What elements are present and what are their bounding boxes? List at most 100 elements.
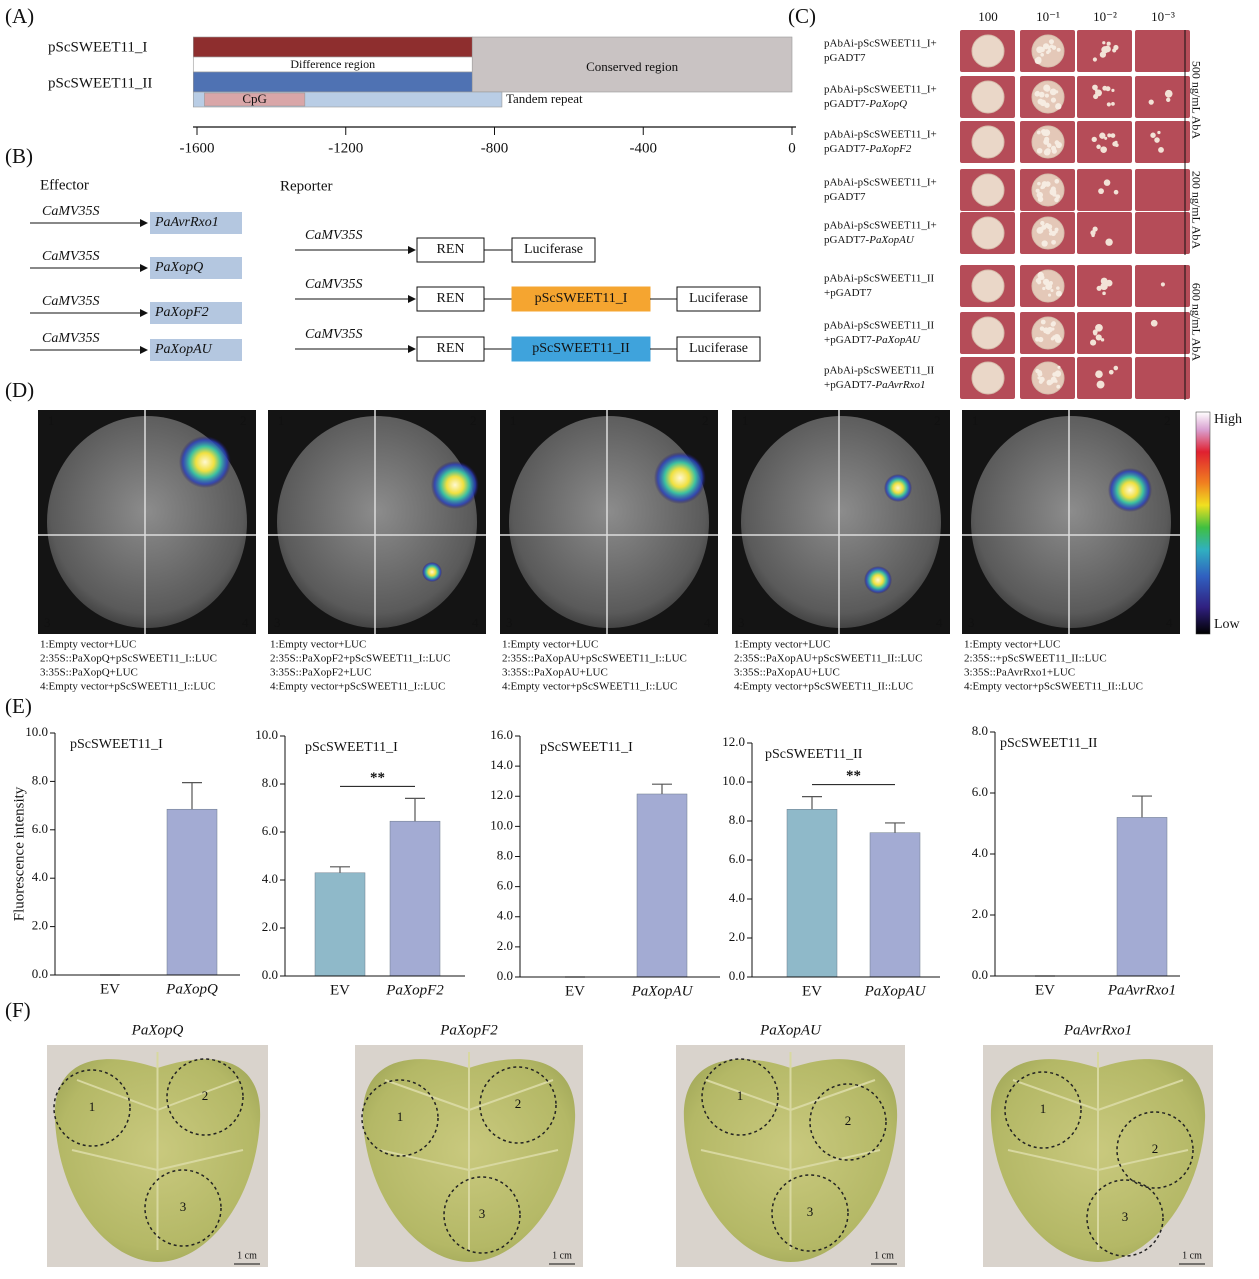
colony (1055, 103, 1062, 110)
plate-cell (1135, 76, 1190, 118)
colony (1037, 181, 1041, 186)
luminescence (431, 461, 479, 509)
row-label-part: pGADT7 (824, 52, 866, 64)
leaf (971, 416, 1171, 628)
error-bar (652, 783, 672, 794)
colony (1052, 372, 1057, 377)
x-tick-label: PaXopQ (165, 981, 218, 997)
y-tick-label: 0.0 (32, 966, 48, 981)
colony-spot (971, 316, 1005, 350)
y-tick-label: 4.0 (497, 908, 513, 923)
part-label: REN (437, 242, 465, 257)
plate-cell (1135, 169, 1190, 211)
zone-number: 2 (515, 1096, 522, 1111)
colony (1046, 224, 1053, 230)
region-label: Conserved region (586, 59, 679, 74)
y-tick-label: 14.0 (490, 757, 513, 772)
colony (1057, 365, 1061, 369)
quadrant-number: 3 (968, 615, 975, 630)
colony (1050, 97, 1057, 103)
luminescence (422, 562, 442, 582)
y-tick-label: 2.0 (972, 906, 988, 921)
caption: 2:35S::PaXopAU+pScSWEET11_I::LUC (502, 653, 687, 665)
colony (1158, 146, 1164, 153)
zone-number: 1 (397, 1109, 404, 1124)
quadrant-number: 2 (240, 413, 247, 428)
colony (1044, 102, 1050, 108)
chart-title: pScSWEET11_II (1000, 736, 1098, 751)
colony (1047, 45, 1051, 50)
colony (1049, 88, 1057, 96)
quadrant-number: 2 (1164, 413, 1171, 428)
infiltration-zone (53, 1069, 131, 1147)
x-tick-label: -1200 (328, 140, 363, 156)
caption: 3:35S::PaXopAU+LUC (502, 667, 608, 679)
colony (1050, 337, 1055, 341)
caption: 4:Empty vector+pScSWEET11_II::LUC (734, 681, 913, 693)
plate-cell (1077, 76, 1132, 118)
region-label: CpG (242, 91, 267, 106)
promoter: CaMV35S (42, 331, 100, 346)
colony (1044, 93, 1049, 98)
colony (1102, 41, 1106, 45)
column-header: 10⁻³ (1151, 9, 1175, 24)
y-tick-label: 2.0 (729, 929, 745, 944)
part-label: REN (437, 341, 465, 356)
colony (1055, 141, 1062, 149)
infiltration-zone (771, 1174, 849, 1252)
y-tick-label: 8.0 (972, 723, 988, 738)
x-tick-label: -800 (481, 140, 509, 156)
photo-title: PaXopAU (759, 1022, 822, 1038)
colony (1037, 376, 1041, 380)
colony-spot (971, 216, 1005, 250)
colony (1036, 147, 1043, 154)
row-label: pAbAi-pScSWEET11_I+ (824, 38, 937, 50)
infiltration-zone (701, 1058, 779, 1136)
colony (1046, 379, 1053, 386)
section-title: Reporter (280, 178, 332, 194)
y-tick-label: 6.0 (729, 851, 745, 866)
panel-label: (E) (5, 694, 32, 718)
color-scale (1195, 411, 1211, 635)
part-label: pScSWEET11_I (535, 291, 628, 306)
caption: 1:Empty vector+LUC (964, 639, 1060, 651)
bar (869, 832, 921, 978)
colony (1100, 282, 1108, 291)
colony (1052, 192, 1057, 197)
chart-title: pScSWEET11_I (305, 740, 398, 755)
colony (1041, 224, 1047, 230)
quadrant-number: 3 (44, 615, 51, 630)
colony (1154, 137, 1160, 143)
promoter: CaMV35S (305, 277, 363, 292)
leaf (741, 416, 941, 628)
y-tick-label: 8.0 (729, 812, 745, 827)
colony (1055, 90, 1059, 94)
colony (1051, 45, 1057, 50)
zone-number: 3 (1122, 1209, 1129, 1224)
colony (1166, 97, 1171, 102)
infiltration-zone (361, 1079, 439, 1157)
row-label: pGADT7-PaXopQ (824, 98, 907, 110)
plate-cell (1077, 121, 1132, 163)
row-label: pAbAi-pScSWEET11_I+ (824, 220, 937, 232)
gene-label: PaXopQ (154, 260, 203, 275)
row-label-part: pGADT7 (824, 191, 866, 203)
error-bar (182, 782, 202, 810)
x-tick-label: EV (802, 983, 822, 999)
colony (1113, 44, 1119, 51)
caption: 2:35S::PaXopAU+pScSWEET11_II::LUC (734, 653, 923, 665)
colony (1038, 276, 1043, 281)
row-label-part: pGADT7- (824, 143, 870, 155)
infiltration-zone (443, 1176, 521, 1254)
colony (1037, 196, 1044, 202)
caption: 2:35S::+pScSWEET11_II::LUC (964, 653, 1107, 665)
row-label: pAbAi-pScSWEET11_II (824, 365, 935, 377)
zone-number: 3 (807, 1204, 814, 1219)
row-label: pScSWEET11_I (48, 39, 147, 55)
colony (1106, 102, 1111, 107)
colony (1096, 144, 1101, 150)
colony-spot (1031, 216, 1065, 250)
plate-cell (1135, 30, 1190, 72)
colony (1095, 323, 1103, 332)
